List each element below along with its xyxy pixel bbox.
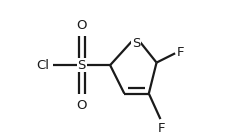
Text: O: O: [76, 19, 87, 32]
Text: Cl: Cl: [36, 59, 49, 72]
Text: O: O: [76, 99, 87, 112]
Text: F: F: [157, 122, 165, 135]
Text: S: S: [131, 37, 140, 50]
Text: S: S: [77, 59, 86, 72]
Text: F: F: [176, 46, 184, 59]
